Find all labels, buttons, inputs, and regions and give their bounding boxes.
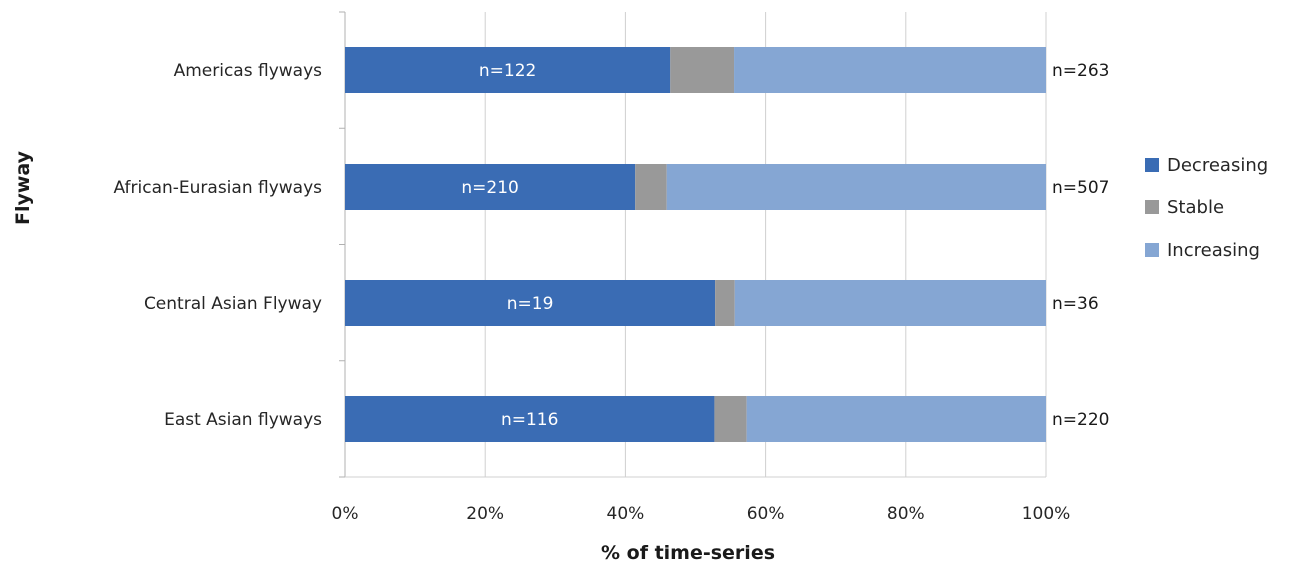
category-label: African-Eurasian flyways (114, 178, 323, 198)
bar-segment-stable (635, 164, 667, 210)
category-label: Americas flyways (174, 61, 323, 81)
x-tick-label: 60% (747, 504, 785, 524)
x-axis-title: % of time-series (601, 542, 775, 564)
legend-swatch (1145, 200, 1159, 214)
labels: 0% 20% 40% 60% 80% 100% Americas flyways n=122 n… (114, 61, 1110, 524)
bar-segment-increasing (734, 47, 1046, 93)
bar-segment-decreasing (345, 280, 716, 326)
x-tick-label: 100% (1022, 504, 1071, 524)
bar-segment-stable (670, 47, 735, 93)
legend: Decreasing Stable Increasing (1145, 155, 1268, 261)
bar-data-label: n=210 (461, 178, 518, 198)
total-data-label: n=220 (1052, 410, 1109, 430)
legend-label: Increasing (1167, 240, 1260, 261)
bar-segment-stable (715, 280, 735, 326)
y-axis-title: Flyway (12, 150, 34, 225)
legend-swatch (1145, 158, 1159, 172)
bar-segment-stable (714, 396, 747, 442)
bar-segment-increasing (734, 280, 1046, 326)
bar-segment-increasing (746, 396, 1046, 442)
bar-segment-decreasing (345, 396, 715, 442)
x-tick-label: 0% (332, 504, 359, 524)
x-tick-label: 20% (466, 504, 504, 524)
bar-data-label: n=19 (507, 294, 554, 314)
total-data-label: n=263 (1052, 61, 1109, 81)
bar-data-label: n=122 (479, 61, 536, 81)
legend-label: Stable (1167, 197, 1224, 218)
category-label: Central Asian Flyway (144, 294, 322, 314)
x-tick-label: 40% (607, 504, 645, 524)
total-data-label: n=36 (1052, 294, 1099, 314)
legend-swatch (1145, 243, 1159, 257)
legend-label: Decreasing (1167, 155, 1268, 176)
bars (345, 47, 1046, 442)
bar-segment-decreasing (345, 47, 671, 93)
total-data-label: n=507 (1052, 178, 1109, 198)
bar-data-label: n=116 (501, 410, 558, 430)
x-tick-label: 80% (887, 504, 925, 524)
bar-segment-decreasing (345, 164, 636, 210)
category-label: East Asian flyways (164, 410, 322, 430)
bar-segment-increasing (666, 164, 1046, 210)
